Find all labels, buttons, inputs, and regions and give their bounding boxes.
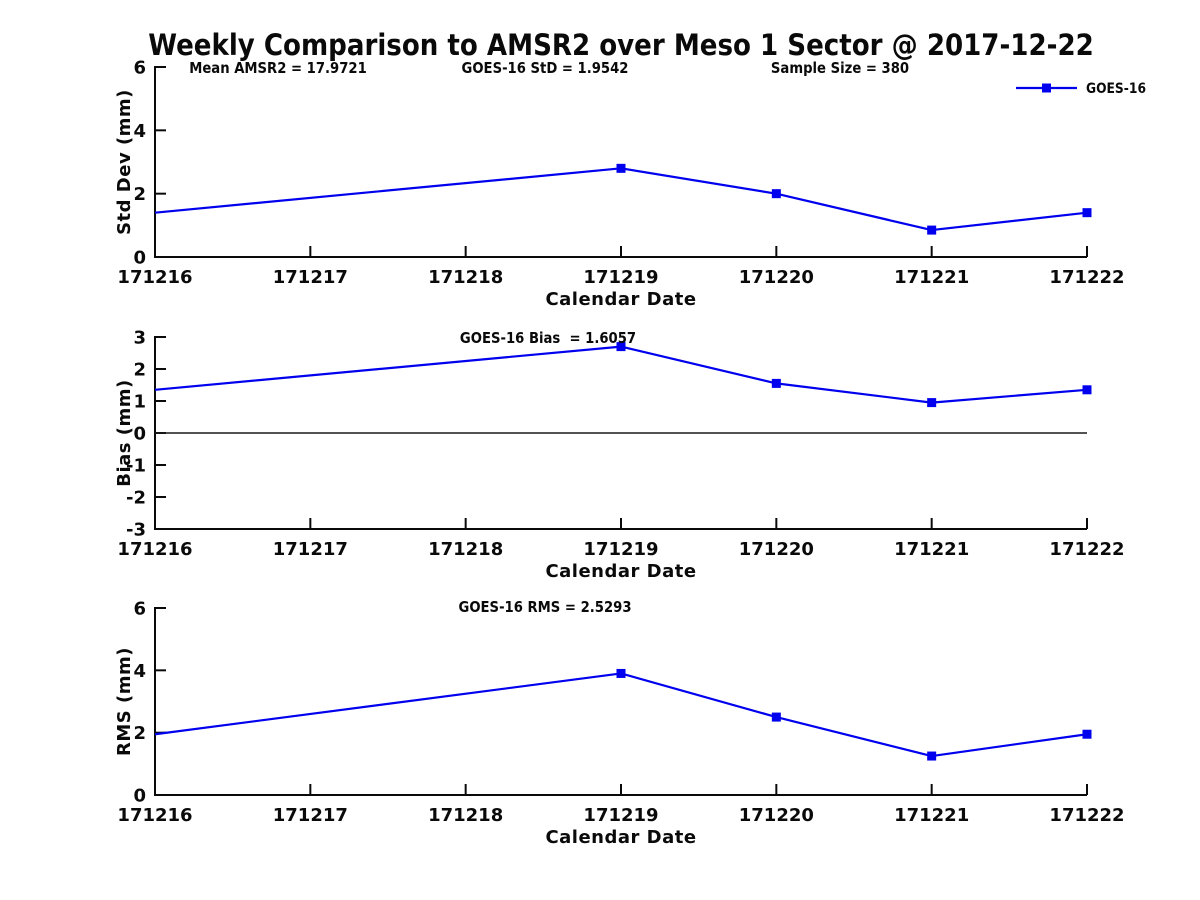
- data-point-marker: [1082, 385, 1092, 395]
- y-axis-title: Std Dev (mm): [114, 89, 135, 235]
- x-tick-label: 171217: [273, 805, 348, 826]
- y-tick-label: 2: [133, 723, 146, 744]
- y-tick-label: 1: [133, 392, 146, 413]
- series-line-goes16: [154, 672, 1088, 758]
- annotation-mean-amsr2: Mean AMSR2 = 17.9721: [189, 59, 367, 77]
- data-point-marker: [927, 398, 937, 408]
- x-tick-label: 171221: [894, 805, 969, 826]
- y-tick-label: 4: [133, 121, 146, 142]
- x-tick-label: 171220: [739, 805, 814, 826]
- data-point-marker: [771, 712, 781, 722]
- series-line-goes16: [154, 345, 1088, 404]
- data-point-marker: [1082, 208, 1092, 218]
- data-point-marker: [927, 751, 937, 761]
- y-tick-label: 3: [133, 328, 146, 349]
- y-tick-label: -1: [126, 456, 146, 477]
- y-tick-label: 6: [133, 58, 146, 79]
- y-tick-label: 2: [133, 360, 146, 381]
- x-axis-title: Calendar Date: [545, 561, 696, 582]
- data-point-marker: [616, 668, 626, 678]
- series-line-goes16: [154, 167, 1088, 232]
- data-point-marker: [1082, 729, 1092, 739]
- data-point-marker: [616, 342, 626, 352]
- x-tick-label: 171219: [583, 805, 658, 826]
- x-tick-label: 171220: [739, 539, 814, 560]
- x-tick-label: 171219: [583, 539, 658, 560]
- y-tick-label: 0: [133, 424, 146, 445]
- x-tick-label: 171217: [273, 267, 348, 288]
- y-axis-title: RMS (mm): [114, 647, 135, 756]
- x-tick-label: 171222: [1049, 805, 1124, 826]
- annotation-sample-size: Sample Size = 380: [770, 59, 910, 77]
- x-tick-label: 171218: [428, 539, 503, 560]
- x-tick-label: 171218: [428, 805, 503, 826]
- y-axis-title: Bias (mm): [114, 379, 135, 486]
- x-axis-title: Calendar Date: [545, 827, 696, 848]
- y-tick-label: 0: [133, 786, 146, 807]
- x-tick-label: 171221: [894, 267, 969, 288]
- x-tick-label: 171216: [117, 805, 192, 826]
- legend-marker-sample: [1042, 83, 1051, 93]
- annotation-goes16-bias: GOES-16 Bias = 1.6057: [459, 329, 637, 347]
- y-tick-label: 6: [133, 599, 146, 620]
- x-tick-label: 171220: [739, 267, 814, 288]
- data-point-marker: [771, 189, 781, 199]
- x-tick-label: 171219: [583, 267, 658, 288]
- data-point-marker: [616, 163, 626, 173]
- x-tick-label: 171222: [1049, 267, 1124, 288]
- annotation-goes16-rms: GOES-16 RMS = 2.5293: [458, 598, 632, 616]
- legend-label: GOES-16: [1086, 81, 1146, 97]
- x-tick-label: 171216: [117, 539, 192, 560]
- x-tick-label: 171222: [1049, 539, 1124, 560]
- y-tick-label: -3: [126, 520, 146, 541]
- x-tick-label: 171218: [428, 267, 503, 288]
- y-tick-label: 4: [133, 661, 146, 682]
- x-tick-label: 171216: [117, 267, 192, 288]
- y-tick-label: -2: [126, 488, 146, 509]
- x-tick-label: 171221: [894, 539, 969, 560]
- annotation-goes16-std: GOES-16 StD = 1.9542: [461, 59, 629, 77]
- data-point-marker: [771, 378, 781, 388]
- y-tick-label: 0: [133, 248, 146, 269]
- data-point-marker: [927, 225, 937, 235]
- y-tick-label: 2: [133, 184, 146, 205]
- x-axis-title: Calendar Date: [545, 289, 696, 310]
- chart-title: Weekly Comparison to AMSR2 over Meso 1 S…: [148, 28, 1094, 62]
- x-tick-label: 171217: [273, 539, 348, 560]
